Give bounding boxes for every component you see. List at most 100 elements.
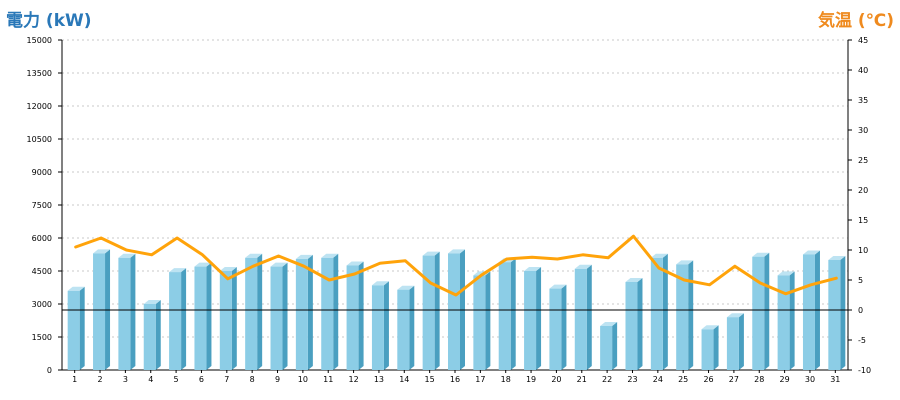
bar <box>498 262 511 370</box>
bar <box>67 290 80 370</box>
x-tick-label: 16 <box>450 375 460 384</box>
right-tick-label: 35 <box>858 96 868 105</box>
bar <box>549 288 562 370</box>
bar <box>219 271 232 370</box>
left-tick-label: 6000 <box>32 234 52 243</box>
bar <box>726 317 739 370</box>
bar <box>118 257 131 370</box>
bar-top <box>245 253 263 258</box>
left-tick-label: 1500 <box>32 333 52 342</box>
bar-top <box>143 300 161 304</box>
bar-side <box>79 286 85 370</box>
bar-top <box>169 268 187 273</box>
bar <box>397 289 410 370</box>
x-tick-label: 27 <box>729 375 739 384</box>
x-tick-label: 1 <box>72 375 77 384</box>
bar <box>295 258 308 370</box>
right-tick-label: 5 <box>858 276 863 285</box>
right-tick-label: 0 <box>858 306 863 315</box>
right-tick-label: 30 <box>858 126 868 135</box>
x-tick-label: 26 <box>703 375 713 384</box>
x-tick-label: 13 <box>374 375 384 384</box>
bar-top <box>270 262 288 267</box>
bar <box>93 253 106 370</box>
left-axis-title: 電力 (kW) <box>6 11 92 31</box>
bar <box>448 253 460 370</box>
right-tick-label: 25 <box>858 156 868 165</box>
left-tick-label: 3000 <box>32 300 52 309</box>
x-tick-label: 28 <box>754 375 764 384</box>
bar <box>574 268 587 370</box>
right-tick-label: 40 <box>858 66 868 75</box>
left-tick-label: 4500 <box>32 267 52 276</box>
bar-top <box>422 251 440 256</box>
bar-top <box>448 249 465 254</box>
x-tick-label: 24 <box>653 375 663 384</box>
x-tick-label: 9 <box>275 375 280 384</box>
x-tick-label: 29 <box>780 375 790 384</box>
bar-top <box>625 278 643 282</box>
bar-top <box>574 264 592 269</box>
bar-top <box>777 271 795 276</box>
bar-top <box>524 267 542 271</box>
left-tick-label: 15000 <box>27 36 52 45</box>
bar-side <box>713 325 719 370</box>
bar-top <box>701 325 719 330</box>
right-tick-label: -5 <box>858 336 866 345</box>
bar-top <box>752 252 770 257</box>
bar-side <box>155 300 161 370</box>
right-tick-label: -10 <box>858 366 871 375</box>
bar-side <box>637 278 643 370</box>
bar <box>752 256 765 370</box>
bar-top <box>67 286 85 291</box>
bar-side <box>485 271 491 370</box>
bar-top <box>828 256 846 260</box>
bar-side <box>840 256 846 370</box>
right-tick-label: 10 <box>858 246 868 255</box>
bar <box>194 266 207 370</box>
bar <box>143 304 156 370</box>
bar <box>524 271 537 370</box>
bar <box>701 329 714 370</box>
bar-top <box>219 267 237 271</box>
bar-side <box>662 253 668 370</box>
bar-top <box>118 253 136 258</box>
x-tick-label: 23 <box>627 375 637 384</box>
bar-top <box>321 253 339 258</box>
x-tick-label: 22 <box>602 375 612 384</box>
bar-side <box>688 260 694 370</box>
x-tick-label: 8 <box>250 375 255 384</box>
bar-side <box>282 262 288 370</box>
bar-side <box>612 322 618 370</box>
bar-side <box>586 264 592 370</box>
bar-side <box>434 251 440 370</box>
x-tick-label: 11 <box>323 375 333 384</box>
bar-side <box>510 258 516 370</box>
left-tick-label: 0 <box>47 366 52 375</box>
bar-side <box>231 267 237 370</box>
bar-top <box>650 253 668 258</box>
x-tick-label: 14 <box>399 375 409 384</box>
bar-side <box>257 253 263 370</box>
bar <box>676 264 689 370</box>
x-tick-label: 31 <box>830 375 840 384</box>
bar-top <box>397 285 415 290</box>
x-tick-label: 6 <box>199 375 204 384</box>
right-axis-title: 気温 (℃) <box>817 11 894 31</box>
bar-top <box>676 260 694 265</box>
left-tick-label: 10500 <box>27 135 52 144</box>
x-tick-label: 3 <box>123 375 128 384</box>
bar-side <box>358 261 364 370</box>
x-tick-label: 17 <box>475 375 485 384</box>
x-tick-label: 4 <box>148 375 153 384</box>
bar-top <box>600 322 618 326</box>
x-tick-label: 12 <box>348 375 358 384</box>
bar <box>321 257 334 370</box>
bar <box>828 260 841 370</box>
bar-side <box>536 267 542 370</box>
bar-side <box>130 253 136 370</box>
bar <box>422 255 435 370</box>
x-tick-label: 21 <box>577 375 587 384</box>
